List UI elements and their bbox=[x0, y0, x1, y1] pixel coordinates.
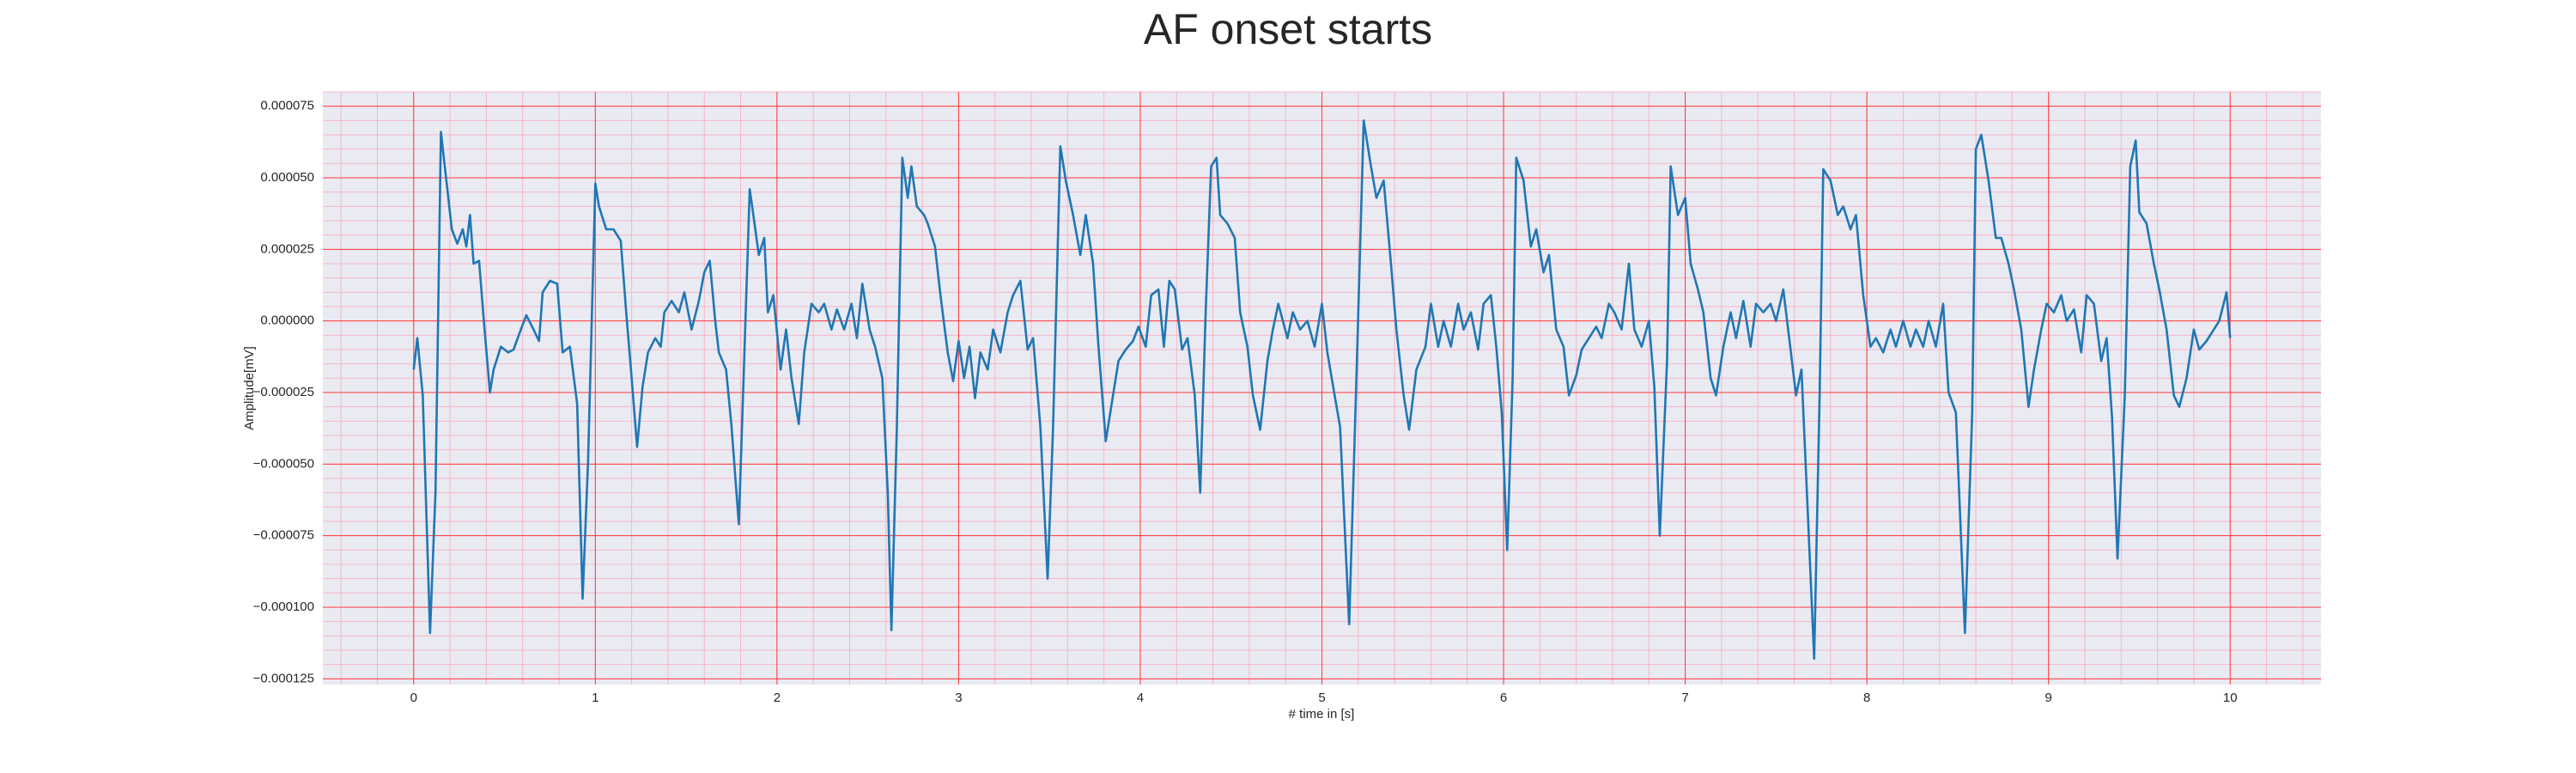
x-tick-label: 7 bbox=[1681, 691, 1688, 705]
y-tick-label: 0.000050 bbox=[260, 170, 314, 185]
chart-title: AF onset starts bbox=[1144, 5, 1432, 53]
major-grid bbox=[323, 92, 2321, 685]
x-tick-label: 9 bbox=[2045, 691, 2052, 705]
signal-line bbox=[412, 119, 2232, 660]
tick-labels: 0 1 2 3 4 5 6 7 8 9 10 −0.000125 −0.000100 −0.000075 −… bbox=[253, 99, 2238, 705]
y-tick-label: −0.000100 bbox=[253, 600, 314, 614]
x-tick-label: 0 bbox=[410, 691, 417, 705]
y-tick-label: −0.000050 bbox=[253, 456, 314, 471]
x-tick-label: 8 bbox=[1863, 691, 1870, 705]
y-axis-label: Amplitude[mV] bbox=[242, 346, 257, 430]
x-axis-label: # time in [s] bbox=[1289, 707, 1355, 721]
x-tick-label: 2 bbox=[774, 691, 781, 705]
x-tick-label: 5 bbox=[1318, 691, 1325, 705]
y-tick-label: 0.000025 bbox=[260, 241, 314, 256]
y-tick-label: 0.000075 bbox=[260, 99, 314, 113]
plot-lines bbox=[412, 119, 2232, 660]
x-tick-label: 6 bbox=[1500, 691, 1507, 705]
x-tick-label: 4 bbox=[1137, 691, 1144, 705]
x-tick-label: 1 bbox=[592, 691, 598, 705]
y-tick-label: 0.000000 bbox=[260, 313, 314, 328]
y-tick-label: −0.000125 bbox=[253, 671, 314, 685]
y-tick-label: −0.000025 bbox=[253, 385, 314, 399]
x-tick-label: 10 bbox=[2223, 691, 2238, 705]
x-tick-label: 3 bbox=[955, 691, 962, 705]
y-tick-label: −0.000075 bbox=[253, 528, 314, 543]
